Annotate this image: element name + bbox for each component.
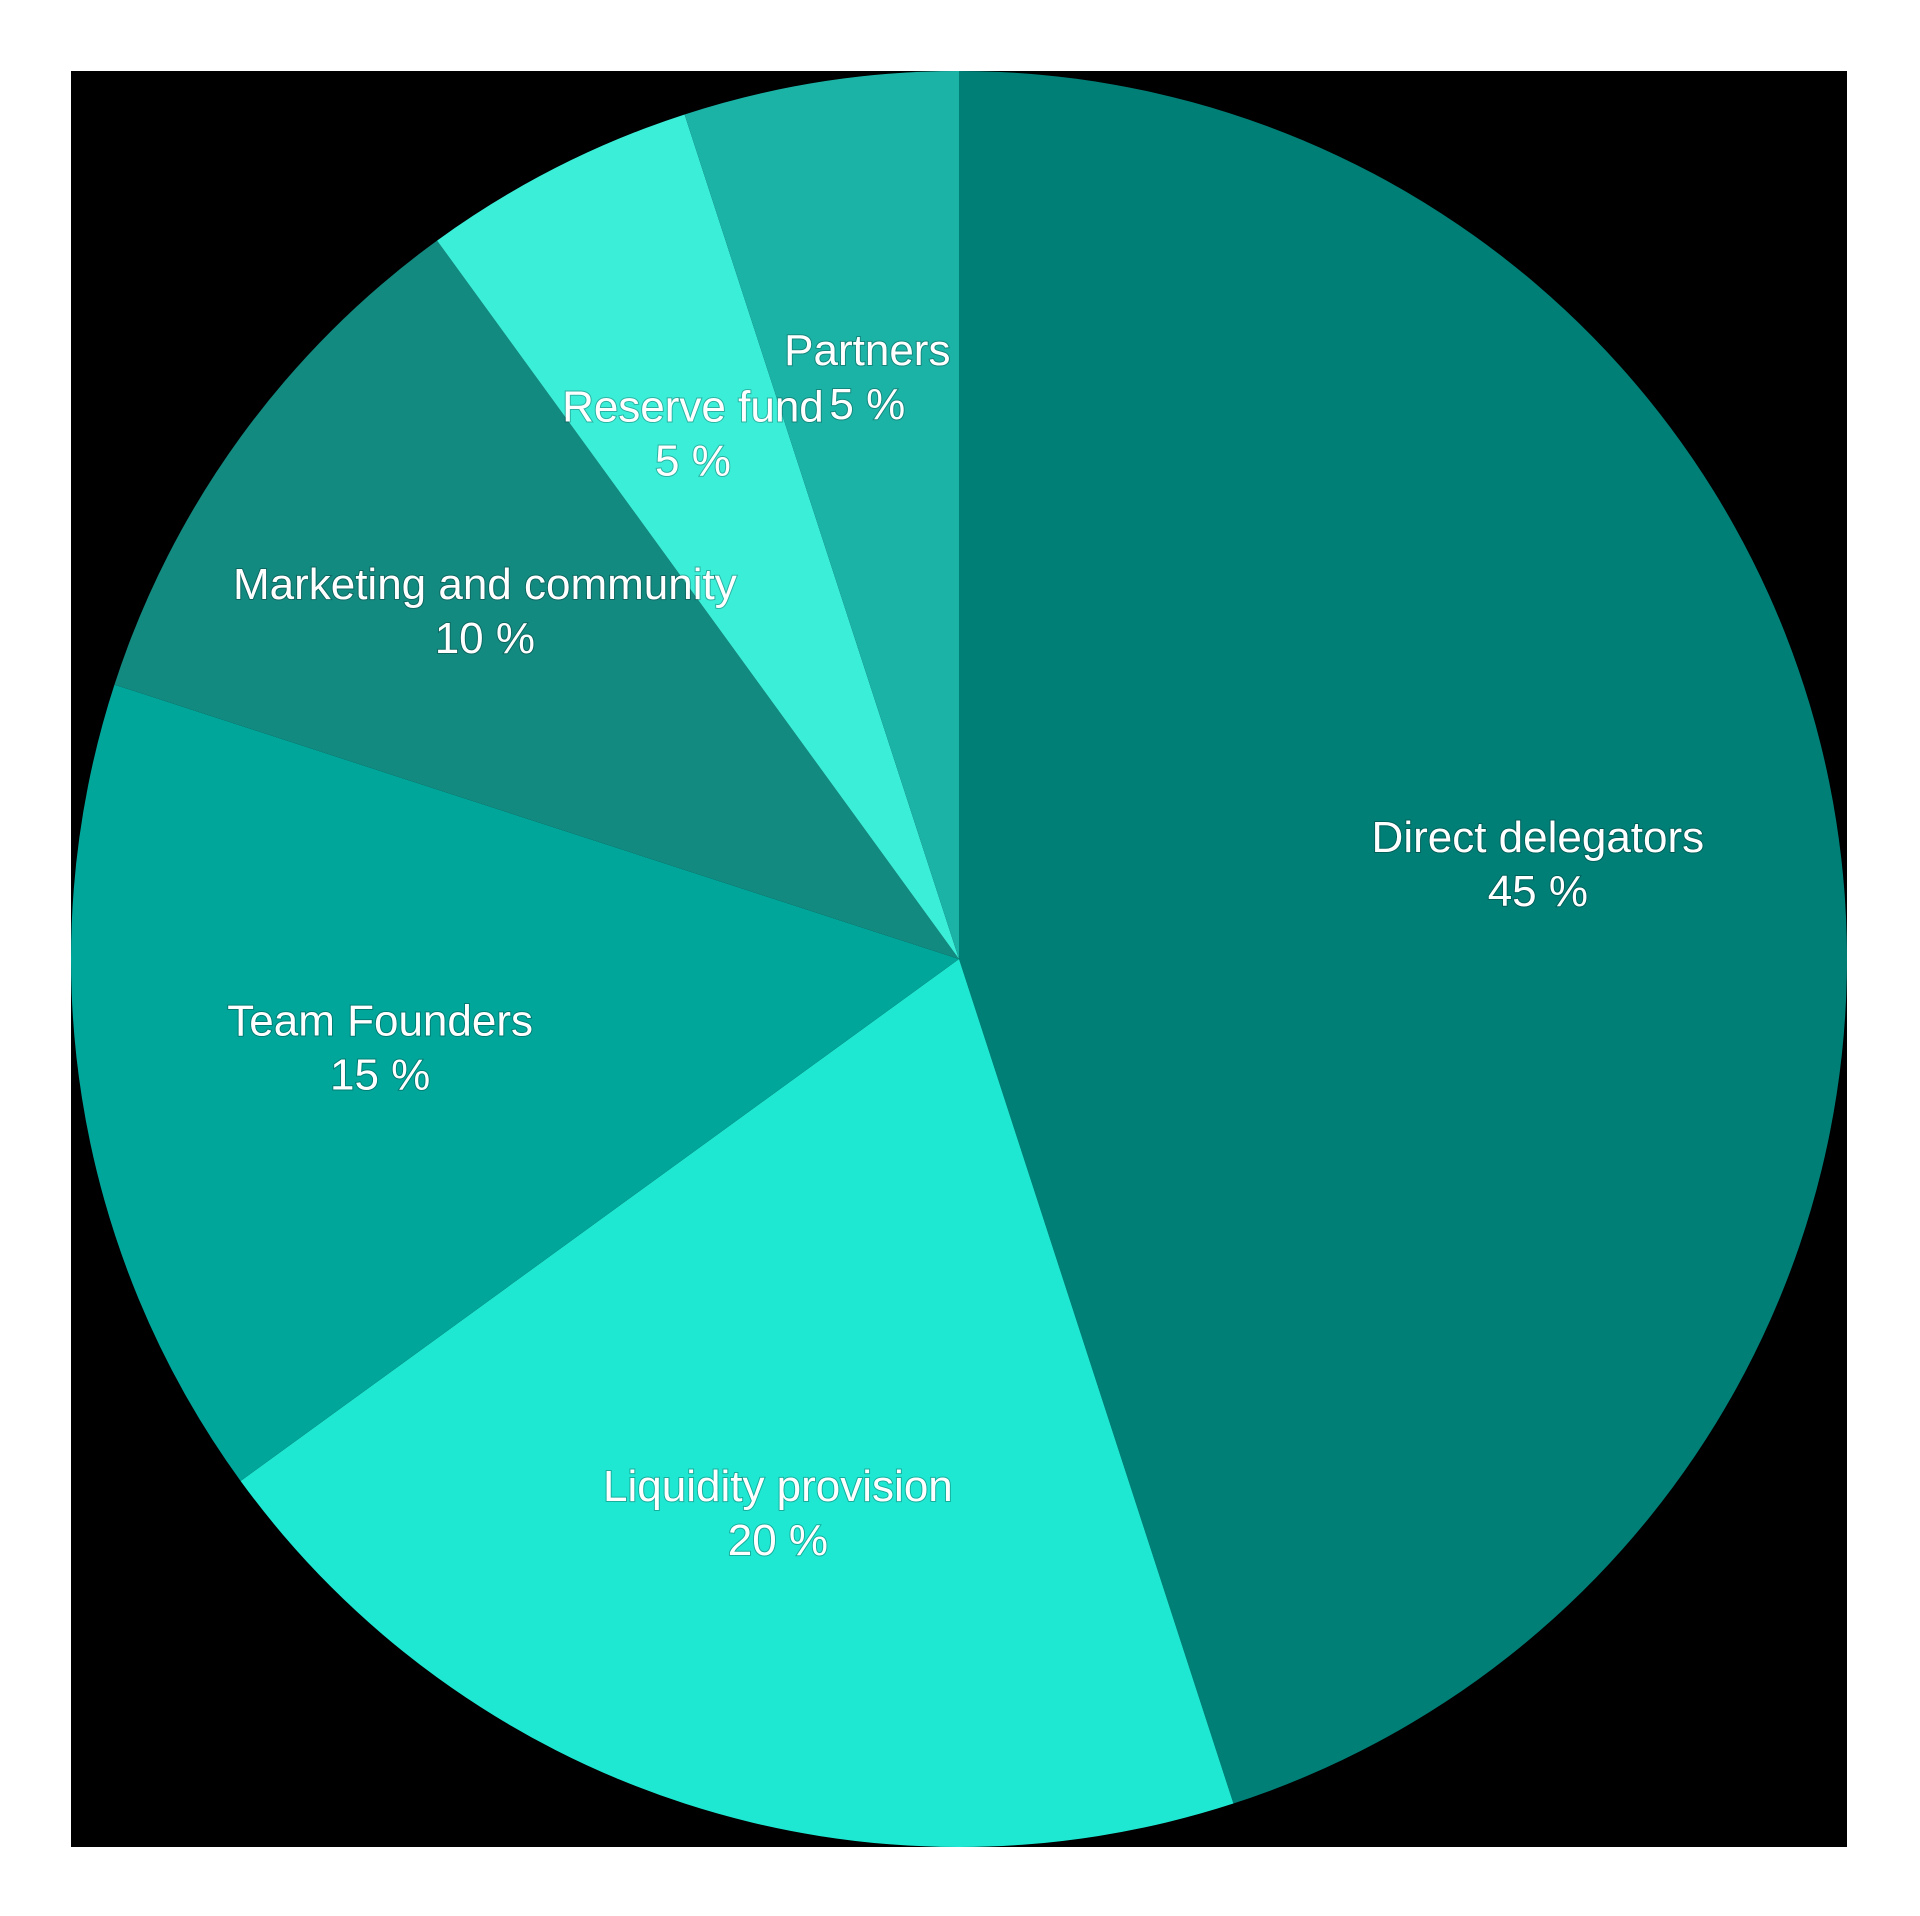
pie-slice <box>959 71 1848 1804</box>
slice-value-label: 45 % <box>1488 867 1588 916</box>
slice-value-label: 5 % <box>655 436 731 485</box>
pie-slice <box>114 240 960 960</box>
slice-label: Reserve fund <box>562 382 824 431</box>
slice-label: Direct delegators <box>1372 813 1705 862</box>
slice-label: Team Founders <box>227 996 533 1045</box>
slice-label: Liquidity provision <box>603 1462 953 1511</box>
slice-label: Marketing and community <box>233 560 737 609</box>
pie-slice <box>240 959 1234 1848</box>
slice-value-label: 15 % <box>330 1050 430 1099</box>
pie-slice <box>684 71 959 959</box>
slice-label: Partners <box>784 326 950 375</box>
pie-slice <box>71 684 959 1481</box>
slice-value-label: 10 % <box>435 614 535 663</box>
slice-value-label: 5 % <box>829 380 905 429</box>
slice-value-label: 20 % <box>728 1516 828 1565</box>
pie-slice <box>437 114 959 960</box>
